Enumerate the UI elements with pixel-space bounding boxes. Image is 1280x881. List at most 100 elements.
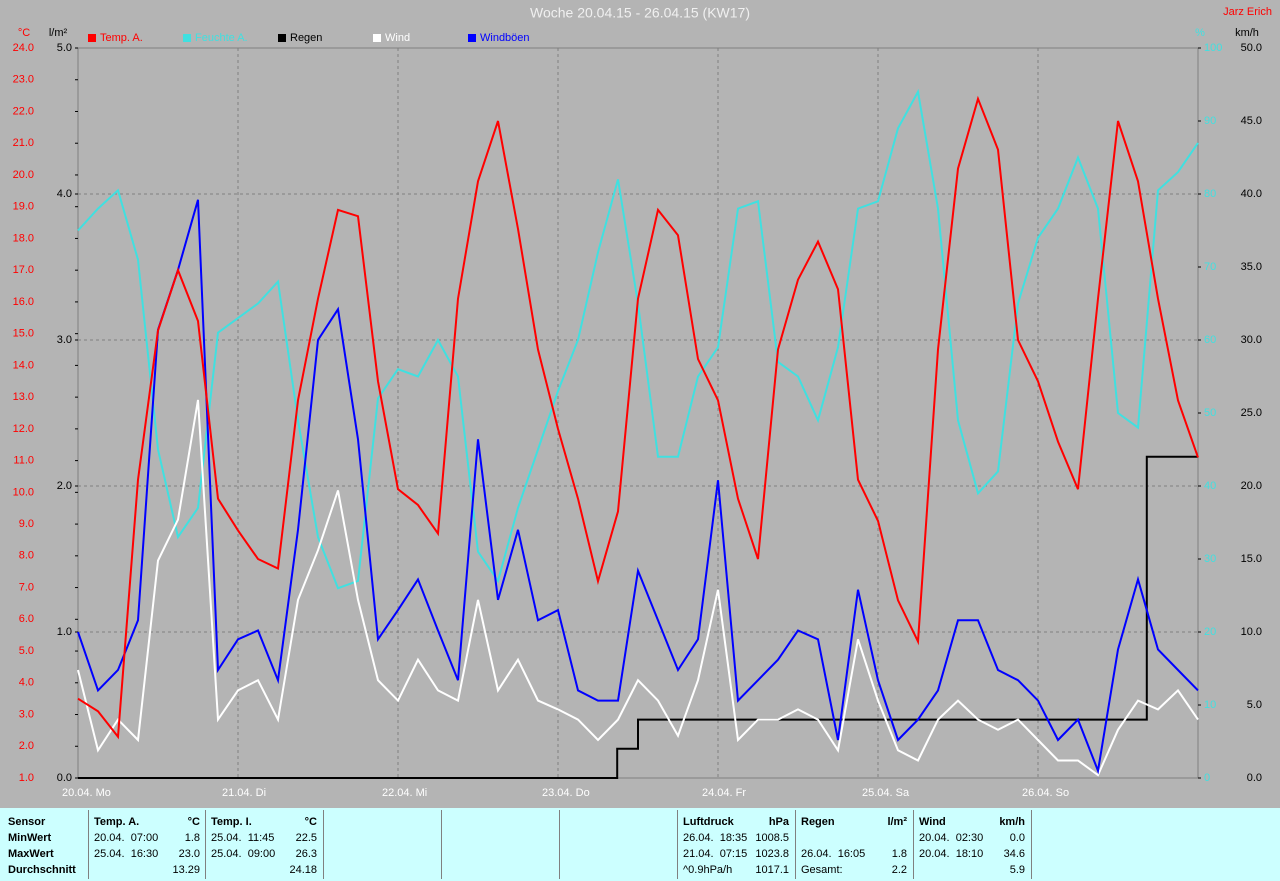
y3ticks-label: 50 <box>1204 407 1216 419</box>
x-tick-label: 21.04. Di <box>222 787 266 799</box>
row-label: MinWert <box>8 832 52 844</box>
yticks-label: 16.0 <box>13 296 34 308</box>
row-label: MaxWert <box>8 848 54 860</box>
legend-label: Windböen <box>480 32 530 44</box>
cell-value: 23.0 <box>178 848 200 860</box>
separator <box>795 810 796 879</box>
cell-date: 21.04. 07:15 <box>683 848 748 860</box>
x-tick-label: 23.04. Do <box>542 787 590 799</box>
yticks-label: 11.0 <box>13 455 34 467</box>
cell-value: 13.29 <box>172 864 200 876</box>
y2ticks-label: 4.0 <box>57 188 72 200</box>
cell-date: 26.04. 18:35 <box>683 832 748 844</box>
yticks-label: 10.0 <box>13 486 34 498</box>
cell-value: 1017.1 <box>755 864 789 876</box>
row-label: Sensor <box>8 816 46 828</box>
y3ticks-label: 20 <box>1204 626 1216 638</box>
yticks-label: 3.0 <box>19 708 34 720</box>
block-unit: hPa <box>768 816 789 828</box>
cell-value: 22.5 <box>295 832 317 844</box>
y4ticks-label: 50.0 <box>1241 42 1262 54</box>
yticks-label: 23.0 <box>13 74 34 86</box>
block-unit: km/h <box>999 816 1025 828</box>
separator <box>559 810 560 879</box>
separator <box>441 810 442 879</box>
y4ticks-label: 10.0 <box>1241 626 1262 638</box>
cell-value: 2.2 <box>891 864 907 876</box>
cell-value: 34.6 <box>1003 848 1025 860</box>
cell-date: 26.04. 16:05 <box>801 848 866 860</box>
yticks-label: 2.0 <box>19 740 34 752</box>
y4ticks-label: 15.0 <box>1241 553 1262 565</box>
legend-swatch <box>278 34 286 42</box>
yticks-label: 4.0 <box>19 677 34 689</box>
y3ticks-label: 60 <box>1204 334 1216 346</box>
cell-value: 24.18 <box>289 864 317 876</box>
y4ticks-label: 0.0 <box>1247 772 1262 784</box>
separator <box>1031 810 1032 879</box>
legend-label: Wind <box>385 32 410 44</box>
legend-label: Feuchte A. <box>195 32 248 44</box>
cell-value: 1023.8 <box>755 848 789 860</box>
y3ticks-label: 30 <box>1204 553 1216 565</box>
block-name: Wind <box>919 816 946 828</box>
cell-date: 20.04. 02:30 <box>919 832 984 844</box>
cell-date: 20.04. 18:10 <box>919 848 984 860</box>
block-unit: °C <box>304 816 317 828</box>
block-name: Regen <box>801 816 835 828</box>
y3ticks-label: 70 <box>1204 261 1216 273</box>
y4ticks-label: 5.0 <box>1247 699 1262 711</box>
cell-value: 26.3 <box>295 848 317 860</box>
cell-value: 1008.5 <box>755 832 789 844</box>
author: Jarz Erich <box>1223 6 1272 18</box>
y4-axis-unit: km/h <box>1235 27 1259 39</box>
y3ticks-label: 40 <box>1204 480 1216 492</box>
cell-value: 0.0 <box>1009 832 1025 844</box>
yticks-label: 1.0 <box>19 772 34 784</box>
series-line <box>77 199 1199 775</box>
yticks-label: 13.0 <box>13 391 34 403</box>
separator <box>323 810 324 879</box>
legend-swatch <box>373 34 381 42</box>
legend-swatch <box>468 34 476 42</box>
yticks-label: 5.0 <box>19 645 34 657</box>
legend-label: Regen <box>290 32 322 44</box>
yticks-label: 18.0 <box>13 232 34 244</box>
y3ticks-label: 10 <box>1204 699 1216 711</box>
y2ticks-label: 2.0 <box>57 480 72 492</box>
yticks-label: 12.0 <box>13 423 34 435</box>
x-tick-label: 25.04. Sa <box>862 787 910 799</box>
y2-axis-unit: l/m² <box>49 27 68 39</box>
block-unit: °C <box>187 816 200 828</box>
x-tick-label: 20.04. Mo <box>62 787 111 799</box>
y2ticks-label: 5.0 <box>57 42 72 54</box>
block-unit: l/m² <box>887 816 907 828</box>
y3ticks-label: 90 <box>1204 115 1216 127</box>
y4ticks-label: 25.0 <box>1241 407 1262 419</box>
yticks-label: 8.0 <box>19 550 34 562</box>
cell-date: 25.04. 11:45 <box>211 832 275 844</box>
yticks-label: 6.0 <box>19 613 34 625</box>
yticks-label: 14.0 <box>13 359 34 371</box>
cell-date: 25.04. 16:30 <box>94 848 159 860</box>
yticks-label: 24.0 <box>13 42 34 54</box>
y3ticks-label: 80 <box>1204 188 1216 200</box>
cell-value: 1.8 <box>891 848 907 860</box>
y4ticks-label: 30.0 <box>1241 334 1262 346</box>
y2ticks-label: 1.0 <box>57 626 72 638</box>
cell-date: 20.04. 07:00 <box>94 832 159 844</box>
cell-value: 5.9 <box>1009 864 1025 876</box>
stats-table: Sensor MinWert MaxWert Durchschnitt Temp. A.… <box>0 808 1280 881</box>
series-line <box>77 399 1199 777</box>
series-line <box>77 95 1199 740</box>
y4ticks-label: 45.0 <box>1241 115 1262 127</box>
x-tick-label: 24.04. Fr <box>702 787 746 799</box>
x-tick-label: 22.04. Mi <box>382 787 427 799</box>
yticks-label: 22.0 <box>13 105 34 117</box>
cell-date: ^0.9hPa/h <box>683 864 733 876</box>
legend-swatch <box>183 34 191 42</box>
yticks-label: 20.0 <box>13 169 34 181</box>
chart-title: Woche 20.04.15 - 26.04.15 (KW17) <box>530 5 750 21</box>
block-name: Temp. A. <box>94 816 140 828</box>
